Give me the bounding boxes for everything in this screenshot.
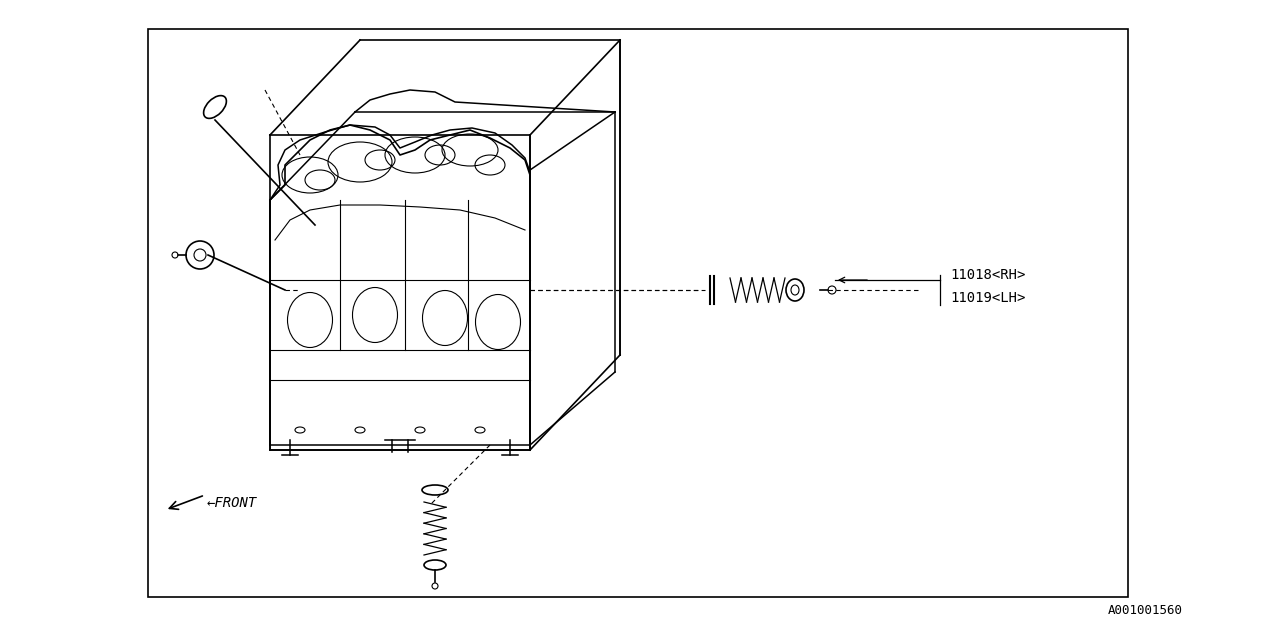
Text: A001001560: A001001560 xyxy=(1107,604,1183,616)
Text: 11018<RH>: 11018<RH> xyxy=(950,268,1025,282)
Text: ←FRONT: ←FRONT xyxy=(207,496,257,510)
Text: 11019<LH>: 11019<LH> xyxy=(950,291,1025,305)
Bar xyxy=(148,29,1128,597)
